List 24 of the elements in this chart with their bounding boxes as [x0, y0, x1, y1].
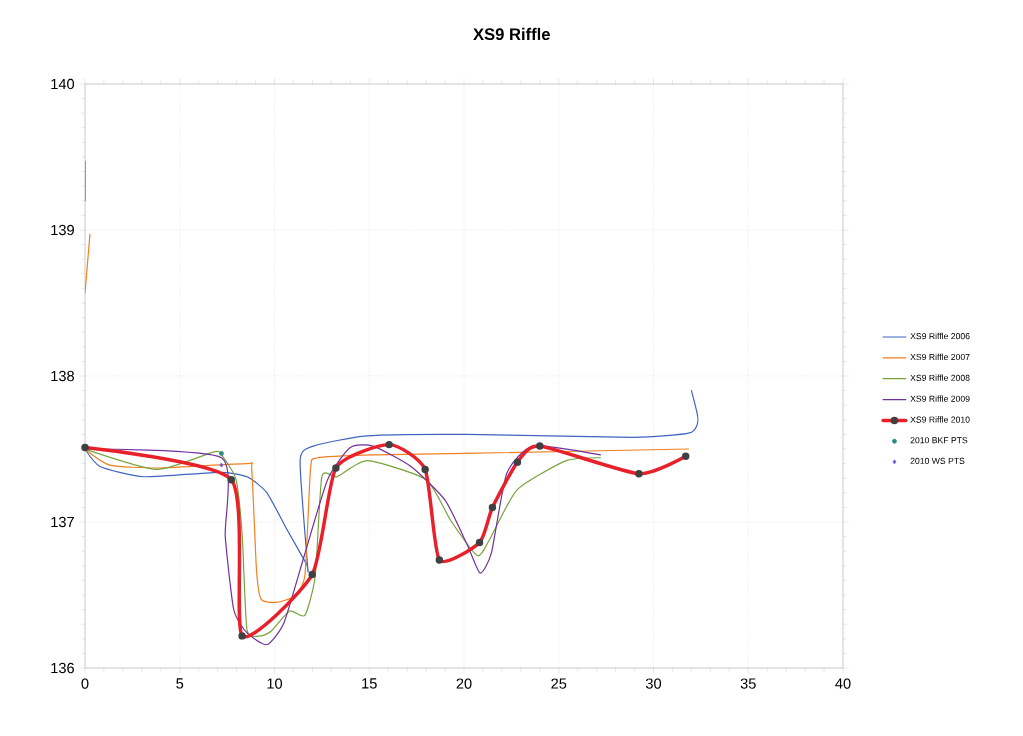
legend-label: XS9 Riffle 2009	[910, 395, 970, 402]
x-tick-label: 20	[456, 678, 472, 689]
x-tick-label: 0	[81, 678, 89, 689]
x-tick-label: 35	[740, 678, 756, 689]
y-tick-label: 136	[51, 662, 74, 674]
legend-label: 2010 WS PTS	[910, 457, 965, 464]
x-tick-label: 5	[176, 678, 184, 689]
point	[219, 462, 224, 468]
legend-label: XS9 Riffle 2006	[910, 332, 970, 340]
x-tick-label: 25	[551, 678, 567, 689]
y-tick-label: 137	[51, 516, 74, 528]
x-tick-label: 10	[267, 678, 283, 689]
legend-label: 2010 BKF PTS	[910, 437, 968, 444]
chart-title: XS9 Riffle	[473, 27, 550, 41]
legend-label: XS9 Riffle 2010	[910, 416, 970, 423]
y-tick-label: 139	[51, 224, 74, 236]
legend-label: XS9 Riffle 2007	[910, 353, 970, 361]
x-tick-label: 15	[362, 678, 377, 689]
point	[219, 450, 224, 456]
y-tick-label: 138	[51, 370, 74, 382]
x-tick-label: 30	[645, 678, 662, 689]
legend-label: XS9 Riffle 2008	[910, 374, 970, 381]
x-tick-label: 40	[835, 678, 851, 689]
y-tick-label: 140	[51, 78, 75, 90]
